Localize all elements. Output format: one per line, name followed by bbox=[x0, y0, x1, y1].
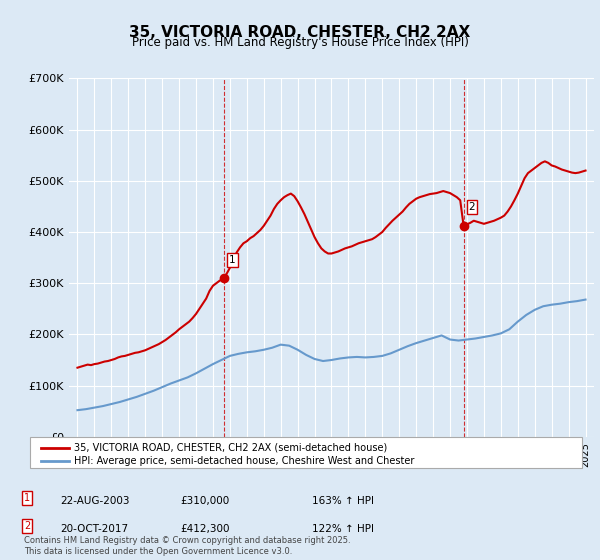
Text: Contains HM Land Registry data © Crown copyright and database right 2025.
This d: Contains HM Land Registry data © Crown c… bbox=[24, 536, 350, 556]
Text: 122% ↑ HPI: 122% ↑ HPI bbox=[312, 524, 374, 534]
Text: 163% ↑ HPI: 163% ↑ HPI bbox=[312, 496, 374, 506]
Text: 35, VICTORIA ROAD, CHESTER, CH2 2AX: 35, VICTORIA ROAD, CHESTER, CH2 2AX bbox=[130, 25, 470, 40]
Text: £310,000: £310,000 bbox=[180, 496, 229, 506]
Text: 1: 1 bbox=[24, 493, 30, 503]
FancyBboxPatch shape bbox=[30, 437, 582, 468]
Text: 2: 2 bbox=[469, 202, 475, 212]
Text: 1: 1 bbox=[229, 255, 235, 265]
Text: 2: 2 bbox=[24, 521, 30, 531]
Text: HPI: Average price, semi-detached house, Cheshire West and Chester: HPI: Average price, semi-detached house,… bbox=[74, 456, 415, 466]
Text: £412,300: £412,300 bbox=[180, 524, 229, 534]
Text: 35, VICTORIA ROAD, CHESTER, CH2 2AX (semi-detached house): 35, VICTORIA ROAD, CHESTER, CH2 2AX (sem… bbox=[74, 442, 388, 452]
Text: Price paid vs. HM Land Registry's House Price Index (HPI): Price paid vs. HM Land Registry's House … bbox=[131, 36, 469, 49]
Text: 22-AUG-2003: 22-AUG-2003 bbox=[60, 496, 130, 506]
Text: 20-OCT-2017: 20-OCT-2017 bbox=[60, 524, 128, 534]
